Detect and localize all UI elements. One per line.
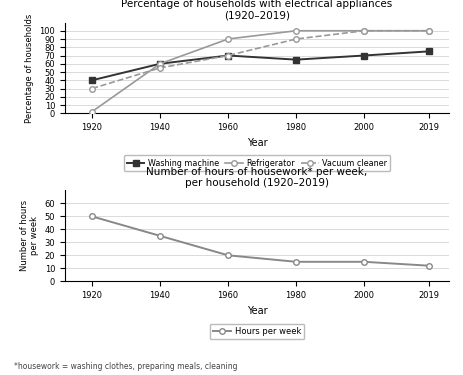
Text: *housework = washing clothes, preparing meals, cleaning: *housework = washing clothes, preparing …: [14, 362, 238, 371]
Legend: Hours per week: Hours per week: [210, 324, 304, 339]
Y-axis label: Percentage of households: Percentage of households: [25, 13, 34, 123]
Title: Number of hours of housework* per week,
per household (1920–2019): Number of hours of housework* per week, …: [146, 167, 368, 188]
X-axis label: Year: Year: [247, 306, 267, 315]
X-axis label: Year: Year: [247, 138, 267, 148]
Y-axis label: Number of hours
per week: Number of hours per week: [19, 200, 39, 272]
Legend: Washing machine, Refrigerator, Vacuum cleaner: Washing machine, Refrigerator, Vacuum cl…: [124, 156, 390, 171]
Title: Percentage of households with electrical appliances
(1920–2019): Percentage of households with electrical…: [121, 0, 393, 20]
